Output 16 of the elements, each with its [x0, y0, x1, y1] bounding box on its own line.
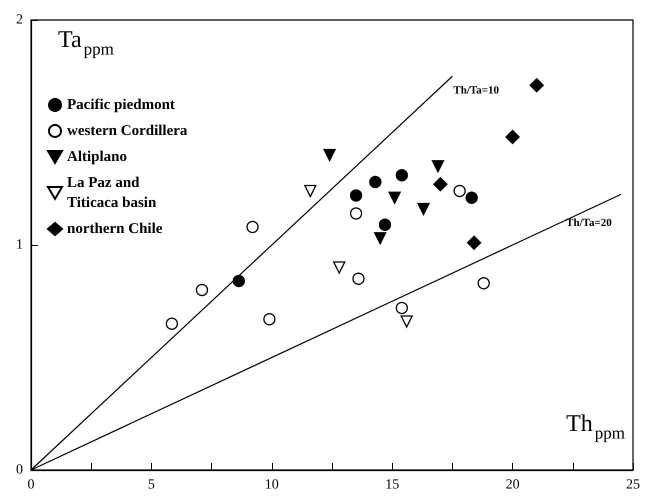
- x-tick-label: 15: [385, 478, 400, 492]
- x-tick-label: 0: [28, 478, 34, 492]
- x-tick-label: 10: [264, 478, 279, 492]
- y-tick-label: 2: [16, 12, 23, 28]
- legend-label: Altiplano: [67, 149, 128, 165]
- legend-label: western Cordillera: [67, 123, 188, 139]
- x-tick-label: 5: [148, 478, 155, 492]
- series-label: Th/Ta=10: [453, 84, 500, 96]
- legend-label: La Paz and Titicaca basin: [67, 175, 157, 211]
- series-label: Th/Ta=20: [566, 216, 612, 229]
- x-tick-label: 20: [506, 478, 520, 492]
- legend-label: northern Chile: [67, 221, 163, 237]
- y-tick-label: 0: [16, 462, 23, 478]
- y-tick-label: 1: [16, 238, 23, 252]
- legend-label: Pacific piedmont: [67, 97, 175, 113]
- x-tick-label: 25: [626, 478, 640, 492]
